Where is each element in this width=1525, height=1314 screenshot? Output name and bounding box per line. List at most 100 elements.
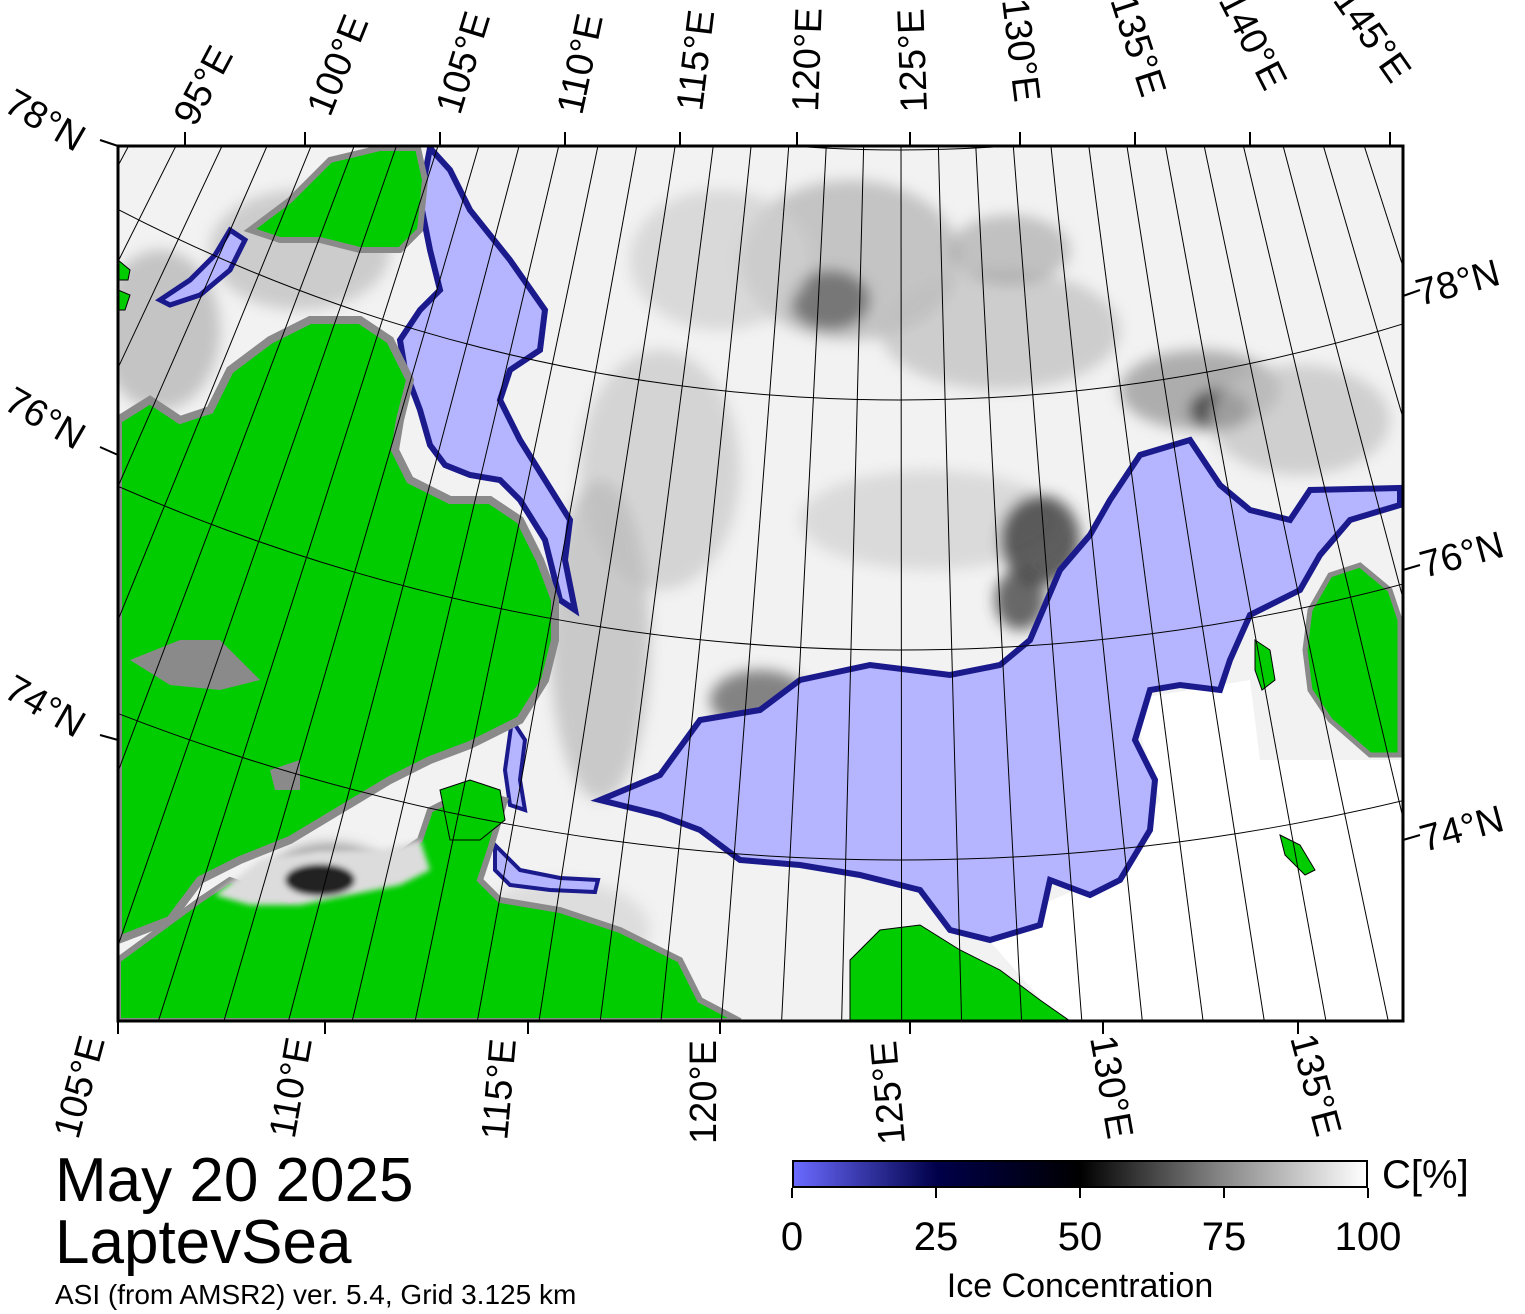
meridian-line	[1126, 146, 1265, 1021]
lon-label-top: 140°E	[1210, 0, 1295, 97]
lon-label-bottom: 135°E	[1281, 1029, 1348, 1140]
ice-patch	[630, 190, 810, 330]
ice-patch	[790, 270, 870, 330]
meridian-line	[720, 146, 790, 1021]
lat-label-right: 78°N	[1411, 252, 1504, 315]
ice-free-area-south	[980, 680, 1403, 1021]
lat-labels-left: 78°N 76°N 74°N	[0, 81, 92, 746]
colorbar-tick-label: 100	[1334, 1215, 1402, 1259]
lon-label-top: 100°E	[299, 9, 377, 121]
landmass-kotelny-island	[1302, 562, 1403, 758]
lat-label-left: 76°N	[0, 379, 92, 458]
khatanga-gulf	[215, 840, 430, 905]
polynya-west	[396, 146, 580, 617]
meridian-line	[414, 146, 599, 1021]
meridian-line	[975, 146, 1023, 1021]
meridian-line	[223, 146, 480, 1021]
colorbar-title: Ice Concentration	[946, 1267, 1214, 1305]
land-patch	[270, 760, 300, 790]
lon-label-bottom: 110°E	[262, 1034, 321, 1141]
lon-label-bottom: 125°E	[863, 1039, 914, 1146]
ice-patch	[1000, 495, 1080, 585]
meridian-line	[1088, 146, 1204, 1021]
data-source-note: ASI (from AMSR2) ver. 5.4, Grid 3.125 km	[55, 1279, 577, 1310]
meridian-line	[476, 146, 638, 1021]
meridian-line	[1164, 146, 1327, 1021]
lon-label-top: 95°E	[166, 39, 242, 132]
colorbar-unit: C[%]	[1382, 1153, 1469, 1197]
lat-tick	[99, 446, 119, 456]
lon-label-bottom: 115°E	[474, 1037, 525, 1141]
lon-label-bottom: 105°E	[46, 1031, 113, 1142]
lat-tick	[1402, 289, 1421, 297]
meridian-line	[1242, 146, 1403, 821]
landmass-west-island	[118, 289, 131, 311]
colorbar-tick-label: 0	[780, 1215, 804, 1259]
meridian-line	[599, 146, 714, 1021]
frame-ticks	[99, 132, 1421, 1034]
ice-patch	[550, 480, 650, 800]
lon-label-bottom: 120°E	[683, 1040, 725, 1144]
colorbar-tick-label: 25	[913, 1215, 959, 1259]
colorbar-tick-label: 50	[1057, 1215, 1103, 1259]
parallel-line	[787, 146, 1013, 151]
lon-label-top: 110°E	[550, 10, 612, 118]
ice-patch	[800, 470, 1060, 570]
meridian-line	[118, 146, 397, 948]
meridian-line	[900, 146, 903, 1021]
meridian-line	[157, 146, 439, 1021]
lat-tick	[1402, 564, 1421, 571]
meridian-line	[287, 146, 520, 1021]
meridian-line	[118, 146, 355, 774]
ice-patch	[880, 270, 1120, 390]
landmass-small-island-b	[1279, 834, 1316, 876]
meridian-line	[660, 146, 752, 1021]
ice-patch	[950, 215, 1070, 285]
landmass-severnaya-zemlya	[243, 146, 429, 253]
ice-patch	[1210, 365, 1390, 475]
lon-labels-bottom: 105°E 110°E 115°E 120°E 125°E 130°E 135°…	[46, 1029, 1349, 1146]
lat-label-right: 74°N	[1415, 798, 1508, 861]
meridian-line	[1012, 146, 1083, 1021]
landmass-small-island-a	[1254, 639, 1276, 691]
lat-tick	[99, 734, 119, 741]
lon-labels-top: 95°E 100°E 105°E 110°E 115°E 120°E 125°E…	[166, 0, 1419, 132]
lat-labels-right: 78°N 76°N 74°N	[1411, 252, 1508, 861]
meridian-line	[1050, 146, 1143, 1021]
lat-label-right: 76°N	[1415, 524, 1508, 587]
lon-label-top: 130°E	[993, 0, 1047, 104]
lon-label-top: 145°E	[1325, 0, 1419, 90]
landmass-west-islet	[118, 259, 131, 281]
map-date-title: May 20 2025	[55, 1146, 414, 1215]
lon-label-top: 135°E	[1101, 0, 1173, 102]
lat-tick	[99, 139, 119, 147]
lon-label-bottom: 130°E	[1081, 1032, 1140, 1142]
lat-label-left: 78°N	[0, 81, 92, 160]
meridian-line	[937, 146, 963, 1021]
map-frame	[116, 144, 1405, 1023]
map-region-title: LaptevSea	[55, 1208, 352, 1277]
lat-label-left: 74°N	[0, 667, 92, 746]
meridian-line	[351, 146, 560, 1021]
meridian-line	[781, 146, 827, 1021]
meridian-line	[841, 146, 865, 1021]
lon-label-top: 120°E	[785, 7, 831, 112]
colorbar-tick-mark	[1367, 1188, 1369, 1198]
gulf-dark-ice	[285, 864, 355, 896]
polynya-south-channel	[493, 840, 601, 895]
ice-patch	[995, 570, 1045, 630]
lat-tick	[1402, 834, 1421, 841]
lon-label-top: 125°E	[890, 8, 936, 113]
colorbar-tick-label: 75	[1201, 1215, 1247, 1259]
polynya-strip	[155, 226, 249, 308]
meridian-line	[1203, 146, 1389, 1021]
colorbar-tick-mark	[935, 1188, 937, 1198]
lon-label-top: 115°E	[669, 8, 723, 113]
colorbar-tick-mark	[791, 1188, 793, 1198]
polynya-east	[590, 436, 1403, 944]
meridian-line	[538, 146, 676, 1021]
colorbar	[792, 1160, 1368, 1188]
